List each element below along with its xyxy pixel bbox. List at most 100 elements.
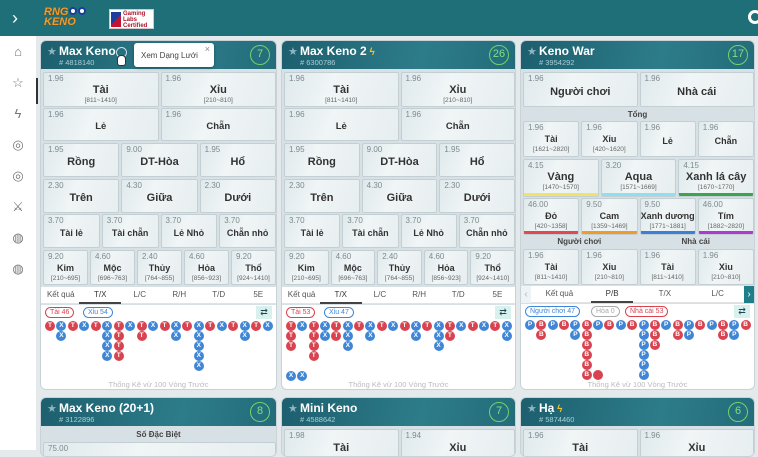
- bolt-icon[interactable]: ϟ: [14, 106, 22, 121]
- bet-option[interactable]: 1.95 Hổ: [439, 143, 515, 177]
- bead: [478, 321, 489, 331]
- bet-option[interactable]: 1.96 Tài [811~1410]: [284, 72, 399, 107]
- bet-option[interactable]: 2.30 Dưới: [199, 179, 276, 213]
- tabs-next-button[interactable]: ›: [744, 286, 754, 303]
- bet-option[interactable]: 4.60 Hỏa [856~923]: [423, 250, 469, 285]
- bet-option[interactable]: 4.15 Vàng [1470~1570]: [523, 159, 599, 197]
- bet-option[interactable]: 1.96 Người chơi: [523, 72, 638, 107]
- bead: [581, 350, 592, 360]
- bet-option[interactable]: 1.96 Xỉu [210~810]: [581, 249, 638, 285]
- tab-r-h[interactable]: R/H: [412, 290, 426, 299]
- bet-option[interactable]: 1.95 Rồng: [284, 143, 360, 177]
- star-icon[interactable]: ☆: [12, 75, 24, 90]
- bet-option[interactable]: 1.96 Nhà cái: [639, 72, 754, 107]
- star-icon[interactable]: ★: [288, 46, 298, 58]
- bet-option[interactable]: 1.96 Lẻ: [639, 121, 696, 157]
- tab-l-c[interactable]: L/C: [133, 290, 146, 299]
- tabs-prev-button[interactable]: ‹: [521, 286, 531, 303]
- bet-option[interactable]: 1.98 Tài: [284, 429, 399, 456]
- tab-5e[interactable]: 5E: [253, 290, 264, 299]
- bet-option[interactable]: 1.96 Tài [811~1410]: [523, 249, 580, 285]
- bet-option[interactable]: 1.96 Xỉu [210~810]: [697, 249, 754, 285]
- swords-icon[interactable]: ⚔: [12, 199, 24, 214]
- bet-option[interactable]: 2.40 Thủy [764~855]: [137, 250, 182, 285]
- tab-k-t-qu-[interactable]: Kết quả: [287, 290, 316, 299]
- chevron-right-icon[interactable]: ›: [12, 8, 18, 28]
- swap-icon[interactable]: ⇄: [495, 306, 511, 319]
- tab-t-d[interactable]: T/D: [451, 290, 465, 299]
- bet-option[interactable]: 4.60 Mộc [696~763]: [330, 250, 376, 285]
- bet-option[interactable]: 1.96 Tài [811~1410]: [639, 249, 696, 285]
- bet-option[interactable]: 3.70 Lẻ Nhỏ: [400, 214, 457, 248]
- bet-option[interactable]: 1.96 Tài [1621~2820]: [523, 121, 580, 157]
- tab-k-t-qu-[interactable]: Kết quả: [545, 289, 574, 298]
- bet-option[interactable]: 1.96 Chẵn: [160, 108, 276, 141]
- home-icon[interactable]: ⌂: [14, 44, 22, 59]
- bet-option[interactable]: 3.70 Chẵn nhỏ: [219, 214, 276, 248]
- tab-k-t-qu-[interactable]: Kết quả: [46, 290, 75, 299]
- bet-option[interactable]: 1.96 Tài [811~1410]: [43, 72, 159, 107]
- swap-icon[interactable]: ⇄: [256, 306, 272, 319]
- tab-l-c[interactable]: L/C: [711, 289, 724, 298]
- bet-option[interactable]: 4.15 Xanh lá cây [1670~1770]: [678, 159, 754, 197]
- close-icon[interactable]: ×: [204, 44, 210, 54]
- swap-icon[interactable]: ⇄: [734, 305, 750, 318]
- bet-option[interactable]: 4.60 Mộc [696~763]: [90, 250, 135, 285]
- bet-option[interactable]: 4.30 Giữa: [361, 179, 438, 213]
- bet-option[interactable]: 2.30 Trên: [284, 179, 360, 213]
- bet-option[interactable]: 3.20 Aqua [1571~1669]: [600, 159, 677, 197]
- bet-option[interactable]: 3.70 Tài lẻ: [284, 214, 341, 248]
- bet-option[interactable]: 9.00 DT-Hòa: [121, 143, 198, 177]
- bet-option[interactable]: 1.96 Chẵn: [400, 108, 515, 141]
- tab-l-c[interactable]: L/C: [373, 290, 387, 299]
- bet-option[interactable]: 1.95 Hổ: [199, 143, 276, 177]
- keno-20-icon[interactable]: ◎: [12, 137, 24, 152]
- bet-option[interactable]: 1.96 Xỉu: [639, 429, 754, 456]
- star-icon[interactable]: ★: [527, 403, 537, 415]
- bet-option[interactable]: 3.70 Tài chẵn: [342, 214, 399, 248]
- bet-option[interactable]: 2.40 Thủy [764~855]: [377, 250, 422, 285]
- bet-option[interactable]: 1.96 Lẻ: [284, 108, 399, 141]
- bet-option[interactable]: 1.95 Rồng: [43, 143, 120, 177]
- bet-option[interactable]: 46.00 Đỏ [420~1358]: [523, 198, 580, 235]
- tab-5e[interactable]: 5E: [492, 290, 503, 299]
- bet-option[interactable]: 9.00 DT-Hòa: [361, 143, 438, 177]
- tab-t-x[interactable]: T/X: [658, 289, 672, 298]
- tab-t-x[interactable]: T/X: [319, 290, 362, 304]
- bet-option[interactable]: 3.70 Tài lẻ: [43, 214, 100, 248]
- bet-option[interactable]: 9.20 Thổ [924~1410]: [231, 250, 276, 285]
- bet-option[interactable]: 9.20 Kim [210~695]: [43, 250, 88, 285]
- bet-option[interactable]: 9.20 Thổ [924~1410]: [470, 250, 515, 285]
- bet-option[interactable]: 3.70 Tài chẵn: [101, 214, 159, 248]
- keno-20plus-icon[interactable]: ◍: [12, 261, 24, 276]
- bet-option[interactable]: 3.70 Chẵn nhỏ: [458, 214, 515, 248]
- bet-option[interactable]: 9.50 Xanh dương [1771~1881]: [639, 198, 696, 235]
- bet-option[interactable]: 1.96 Xỉu [210~810]: [400, 72, 515, 107]
- bet-option[interactable]: 1.96 Tài: [523, 429, 638, 456]
- bet-option[interactable]: 4.60 Hỏa [856~923]: [184, 250, 229, 285]
- bet-option[interactable]: 3.70 Lẻ Nhỏ: [160, 214, 218, 248]
- bet-option[interactable]: 1.96 Chẵn: [697, 121, 754, 157]
- tab-p-b[interactable]: P/B: [591, 289, 634, 303]
- star-icon[interactable]: ★: [288, 403, 298, 415]
- keno-40-icon[interactable]: ◎: [12, 168, 24, 183]
- tab-t-d[interactable]: T/D: [212, 290, 226, 299]
- bead: [399, 321, 410, 331]
- bet-option[interactable]: 1.96 Xỉu [210~810]: [160, 72, 276, 107]
- bet-option[interactable]: 4.30 Giữa: [121, 179, 198, 213]
- tab-t-x[interactable]: T/X: [79, 290, 122, 304]
- bet-option[interactable]: 2.30 Trên: [43, 179, 120, 213]
- bet-option[interactable]: 1.96 Lẻ: [43, 108, 159, 141]
- star-icon[interactable]: ★: [527, 46, 537, 58]
- bet-option[interactable]: 1.94 Xỉu: [400, 429, 515, 456]
- star-icon[interactable]: ★: [47, 46, 57, 58]
- bet-option[interactable]: 46.00 Tím [1882~2820]: [697, 198, 754, 235]
- bet-option[interactable]: 9.50 Cam [1359~1469]: [581, 198, 638, 235]
- bet-option[interactable]: 9.20 Kim [210~695]: [284, 250, 329, 285]
- star-icon[interactable]: ★: [47, 403, 57, 415]
- bet-option[interactable]: 1.96 Xỉu [420~1620]: [581, 121, 638, 157]
- keno-2-icon[interactable]: ◍: [12, 230, 24, 245]
- settings-icon[interactable]: [748, 10, 758, 24]
- tab-r-h[interactable]: R/H: [172, 290, 187, 299]
- bet-option[interactable]: 2.30 Dưới: [439, 179, 515, 213]
